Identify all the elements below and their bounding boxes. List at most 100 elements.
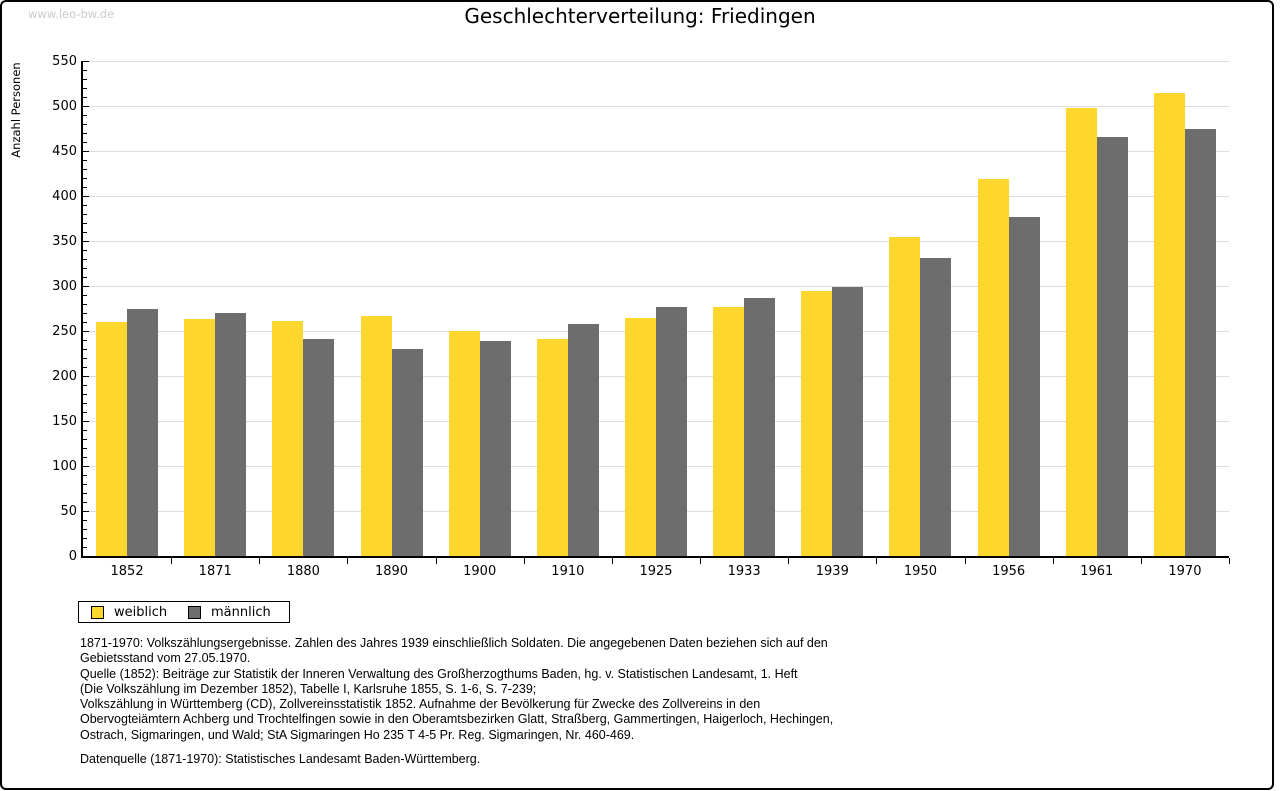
bar-weiblich-1933	[713, 306, 745, 556]
bar-männlich-1939	[832, 286, 864, 556]
y-major-tick	[83, 466, 89, 467]
x-boundary-tick	[876, 558, 878, 564]
gridline	[83, 106, 1229, 107]
y-minor-tick	[83, 520, 87, 521]
x-boundary-tick	[523, 558, 525, 564]
y-tick-label: 150	[52, 413, 77, 429]
y-minor-tick	[83, 502, 87, 503]
y-tick-label: 100	[52, 458, 77, 474]
x-boundary-tick	[700, 558, 702, 564]
y-minor-tick	[83, 88, 87, 89]
y-major-tick	[83, 241, 89, 242]
y-major-tick	[83, 376, 89, 377]
y-minor-tick	[83, 79, 87, 80]
footnote-line: Gebietsstand vom 27.05.1970.	[80, 651, 251, 666]
y-minor-tick	[83, 250, 87, 251]
y-minor-tick	[83, 259, 87, 260]
x-tick-label: 1939	[815, 564, 849, 579]
x-tick-label: 1961	[1080, 564, 1114, 579]
y-tick-label: 0	[68, 548, 77, 564]
y-minor-tick	[83, 493, 87, 494]
bar-weiblich-1880	[272, 321, 304, 556]
x-boundary-tick	[1052, 558, 1054, 564]
bar-weiblich-1900	[448, 331, 480, 556]
x-boundary-tick	[611, 558, 613, 564]
bar-männlich-1900	[479, 340, 511, 556]
page-title: Geschlechterverteilung: Friedingen	[464, 4, 816, 28]
watermark: www.leo-bw.de	[28, 7, 115, 21]
y-minor-tick	[83, 160, 87, 161]
y-major-tick	[83, 106, 89, 107]
x-tick-label: 1880	[286, 564, 320, 579]
footnote-line: Obervogteiämtern Achberg und Trochtelfin…	[80, 712, 834, 727]
x-boundary-tick	[347, 558, 349, 564]
bar-männlich-1925	[656, 306, 687, 556]
y-minor-tick	[83, 367, 87, 368]
x-tick-label: 1956	[992, 564, 1026, 579]
gridline	[83, 196, 1229, 197]
footnote-line: Volkszählung in Württemberg (CD), Zollve…	[80, 697, 761, 712]
y-minor-tick	[83, 448, 87, 449]
y-minor-tick	[83, 457, 87, 458]
footnote-line: Ostrach, Sigmaringen, und Wald; StA Sigm…	[80, 727, 635, 742]
y-tick-label: 200	[52, 368, 77, 384]
bar-männlich-1950	[920, 258, 952, 556]
bar-männlich-1970	[1184, 128, 1216, 556]
bar-weiblich-1956	[977, 178, 1009, 556]
x-tick-label: 1970	[1168, 564, 1202, 579]
legend: weiblich männlich	[78, 601, 290, 623]
y-minor-tick	[83, 70, 87, 71]
y-minor-tick	[83, 223, 87, 224]
x-boundary-tick	[788, 558, 790, 564]
y-minor-tick	[83, 385, 87, 386]
x-axis-line	[81, 556, 1229, 558]
legend-label-weiblich: weiblich	[114, 604, 168, 620]
x-boundary-tick	[964, 558, 966, 564]
x-tick-label: 1900	[463, 564, 497, 579]
y-minor-tick	[83, 277, 87, 278]
y-minor-tick	[83, 304, 87, 305]
y-minor-tick	[83, 484, 87, 485]
x-boundary-tick	[1140, 558, 1142, 564]
bar-männlich-1880	[303, 339, 335, 556]
y-minor-tick	[83, 232, 87, 233]
y-minor-tick	[83, 475, 87, 476]
y-tick-label: 350	[52, 233, 77, 249]
gridline	[83, 286, 1229, 287]
x-tick-label: 1852	[110, 564, 144, 579]
y-major-tick	[83, 61, 89, 62]
y-minor-tick	[83, 169, 87, 170]
y-minor-tick	[83, 115, 87, 116]
footnote-line: 1871-1970: Volkszählungsergebnisse. Zahl…	[80, 636, 828, 650]
bar-weiblich-1890	[360, 315, 392, 556]
y-minor-tick	[83, 412, 87, 413]
y-tick-label: 550	[52, 53, 77, 69]
y-major-tick	[83, 286, 89, 287]
y-tick-label: 300	[52, 278, 77, 294]
y-minor-tick	[83, 349, 87, 350]
y-minor-tick	[83, 529, 87, 530]
bar-weiblich-1852	[96, 322, 128, 556]
y-minor-tick	[83, 214, 87, 215]
x-tick-label: 1933	[727, 564, 761, 579]
legend-label-maennlich: männlich	[211, 604, 271, 620]
x-tick-label: 1925	[639, 564, 673, 579]
y-minor-tick	[83, 430, 87, 431]
bar-weiblich-1939	[801, 290, 833, 556]
y-minor-tick	[83, 358, 87, 359]
y-minor-tick	[83, 124, 87, 125]
y-minor-tick	[83, 340, 87, 341]
bar-männlich-1933	[744, 297, 776, 556]
y-minor-tick	[83, 178, 87, 179]
gridline	[83, 241, 1229, 242]
y-minor-tick	[83, 295, 87, 296]
y-minor-tick	[83, 268, 87, 269]
y-tick-label: 50	[60, 503, 77, 519]
legend-swatch-maennlich	[188, 605, 201, 619]
y-minor-tick	[83, 97, 87, 98]
bar-männlich-1961	[1096, 136, 1128, 556]
legend-swatch-weiblich	[91, 605, 104, 619]
bar-männlich-1852	[127, 308, 159, 556]
